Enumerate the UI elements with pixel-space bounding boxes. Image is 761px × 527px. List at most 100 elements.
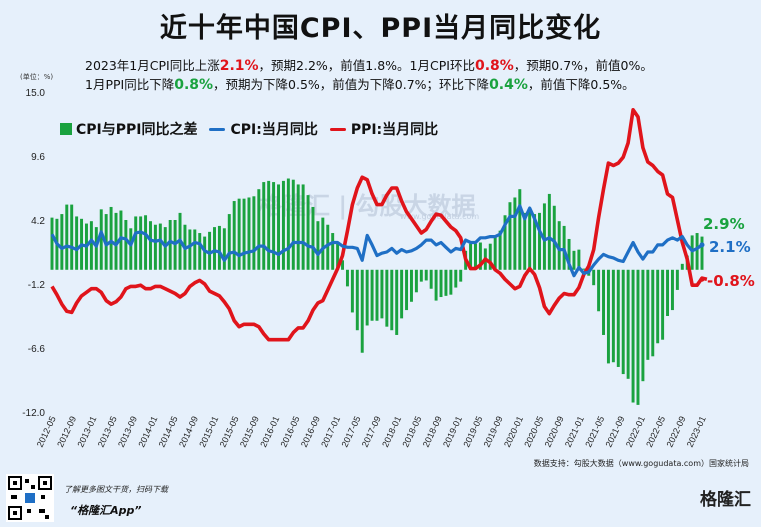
diff-bar: [360, 269, 364, 353]
legend-item-cpi: CPI:当月同比: [209, 119, 318, 139]
diff-bar: [562, 225, 566, 270]
brand-logo: 格隆汇: [700, 490, 751, 510]
diff-bar: [257, 189, 261, 270]
diff-bar: [277, 184, 280, 270]
diff-bar: [321, 217, 325, 270]
diff-bar: [149, 221, 152, 270]
diff-bar: [124, 220, 128, 270]
diff-bar: [153, 224, 157, 270]
diff-bar: [454, 269, 458, 288]
x-tick-label: 2016-01: [258, 415, 281, 449]
diff-bar: [434, 269, 438, 301]
x-tick-label: 2022-01: [624, 415, 647, 449]
diff-bar: [666, 269, 670, 316]
diff-bar: [291, 179, 295, 270]
diff-bar: [459, 269, 463, 282]
legend: CPI与PPI同比之差 CPI:当月同比 PPI:当月同比: [60, 119, 450, 139]
end-label-ppi: -0.8%: [707, 272, 755, 290]
diff-bar: [99, 209, 103, 270]
diff-bar: [597, 269, 601, 312]
x-tick-label: 2017-05: [339, 415, 362, 449]
diff-bar: [661, 269, 665, 340]
diff-bar: [385, 269, 389, 327]
diff-bar: [281, 180, 285, 270]
diff-bar: [429, 269, 433, 289]
diff-bar: [336, 243, 340, 270]
cpi-mom-value: 0.8%: [474, 58, 514, 74]
diff-bar: [547, 193, 551, 270]
x-tick-label: 2012-05: [35, 415, 58, 449]
diff-bar: [690, 235, 694, 270]
subtitle-line-1: 2023年1月CPI同比上涨2.1%，预期2.2%，前值1.8%。1月CPI环比…: [85, 58, 653, 74]
diff-bar: [296, 184, 300, 270]
data-source: 数据支持：勾股大数据（www.gogudata.com）国家统计局: [533, 459, 749, 468]
diff-bar: [621, 269, 625, 375]
x-tick-label: 2018-05: [400, 415, 423, 449]
diff-bar: [695, 233, 699, 270]
legend-swatch-cpi: [209, 127, 226, 131]
diff-bar: [533, 214, 537, 270]
diff-bar: [567, 238, 571, 270]
diff-bar: [70, 204, 74, 270]
legend-item-ppi: PPI:当月同比: [329, 119, 439, 139]
diff-bar: [424, 269, 428, 281]
diff-bar: [232, 201, 236, 270]
diff-bar: [646, 269, 650, 360]
diff-bar: [439, 269, 443, 298]
diff-bar: [168, 220, 172, 270]
diff-bar: [222, 228, 226, 270]
diff-bar: [208, 231, 212, 270]
diff-bar: [375, 269, 379, 321]
x-tick-label: 2016-09: [299, 415, 322, 449]
x-tick-label: 2013-05: [96, 415, 119, 449]
diff-bar: [474, 243, 477, 270]
x-tick-label: 2022-09: [664, 415, 687, 449]
x-tick-label: 2018-01: [380, 415, 403, 449]
y-tick-label: -1.2: [28, 280, 46, 291]
diff-bar: [651, 269, 655, 357]
cpi-line: [50, 204, 703, 278]
ppi-mom-value: 0.4%: [489, 77, 528, 93]
diff-bar: [193, 229, 197, 270]
subtitle-line-2: 1月PPI同比下降0.8%，预期为下降0.5%，前值为下降0.7%；环比下降0.…: [85, 77, 635, 93]
legend-label-cpi: CPI:当月同比: [230, 122, 318, 138]
x-tick-label: 2015-01: [197, 415, 220, 449]
diff-bar: [656, 269, 660, 344]
diff-bar: [552, 205, 556, 270]
y-tick-label: -12.0: [22, 408, 45, 419]
diff-bar: [631, 269, 635, 403]
diff-bar: [129, 228, 133, 270]
diff-bar: [538, 212, 541, 270]
ppi-line: [50, 108, 708, 342]
diff-bar: [316, 221, 320, 270]
legend-item-diff: CPI与PPI同比之差: [60, 119, 197, 139]
diff-bar: [602, 269, 605, 335]
diff-bar: [217, 225, 221, 270]
diff-bar: [139, 216, 143, 270]
unit-label: (单位：%): [20, 73, 54, 81]
diff-bar: [89, 221, 93, 270]
diff-bar: [370, 269, 374, 321]
footer-app-name: “格隆汇App”: [70, 504, 142, 517]
x-tick-label: 2021-09: [604, 415, 627, 449]
x-tick-label: 2020-05: [522, 415, 545, 449]
legend-label-ppi: PPI:当月同比: [350, 122, 439, 138]
diff-bar: [449, 269, 453, 295]
x-tick-label: 2022-05: [644, 415, 667, 449]
chart-title: 近十年中国CPI、PPI当月同比变化: [159, 13, 602, 44]
y-tick-label: 4.2: [31, 216, 45, 227]
diff-bar: [675, 269, 679, 290]
cpi-yoy-value: 2.1%: [219, 58, 259, 74]
x-tick-label: 2015-09: [238, 415, 261, 449]
diff-bar: [488, 243, 492, 270]
diff-bar: [109, 206, 113, 270]
diff-bar: [163, 227, 167, 270]
diff-bar: [272, 182, 276, 270]
diff-bar: [50, 217, 54, 270]
diff-bar: [60, 214, 64, 270]
diff-bar: [542, 203, 546, 270]
qr-code-icon[interactable]: [6, 474, 54, 522]
diff-bar: [390, 269, 394, 331]
diff-bar: [572, 250, 576, 270]
y-tick-label: 9.6: [31, 152, 45, 163]
